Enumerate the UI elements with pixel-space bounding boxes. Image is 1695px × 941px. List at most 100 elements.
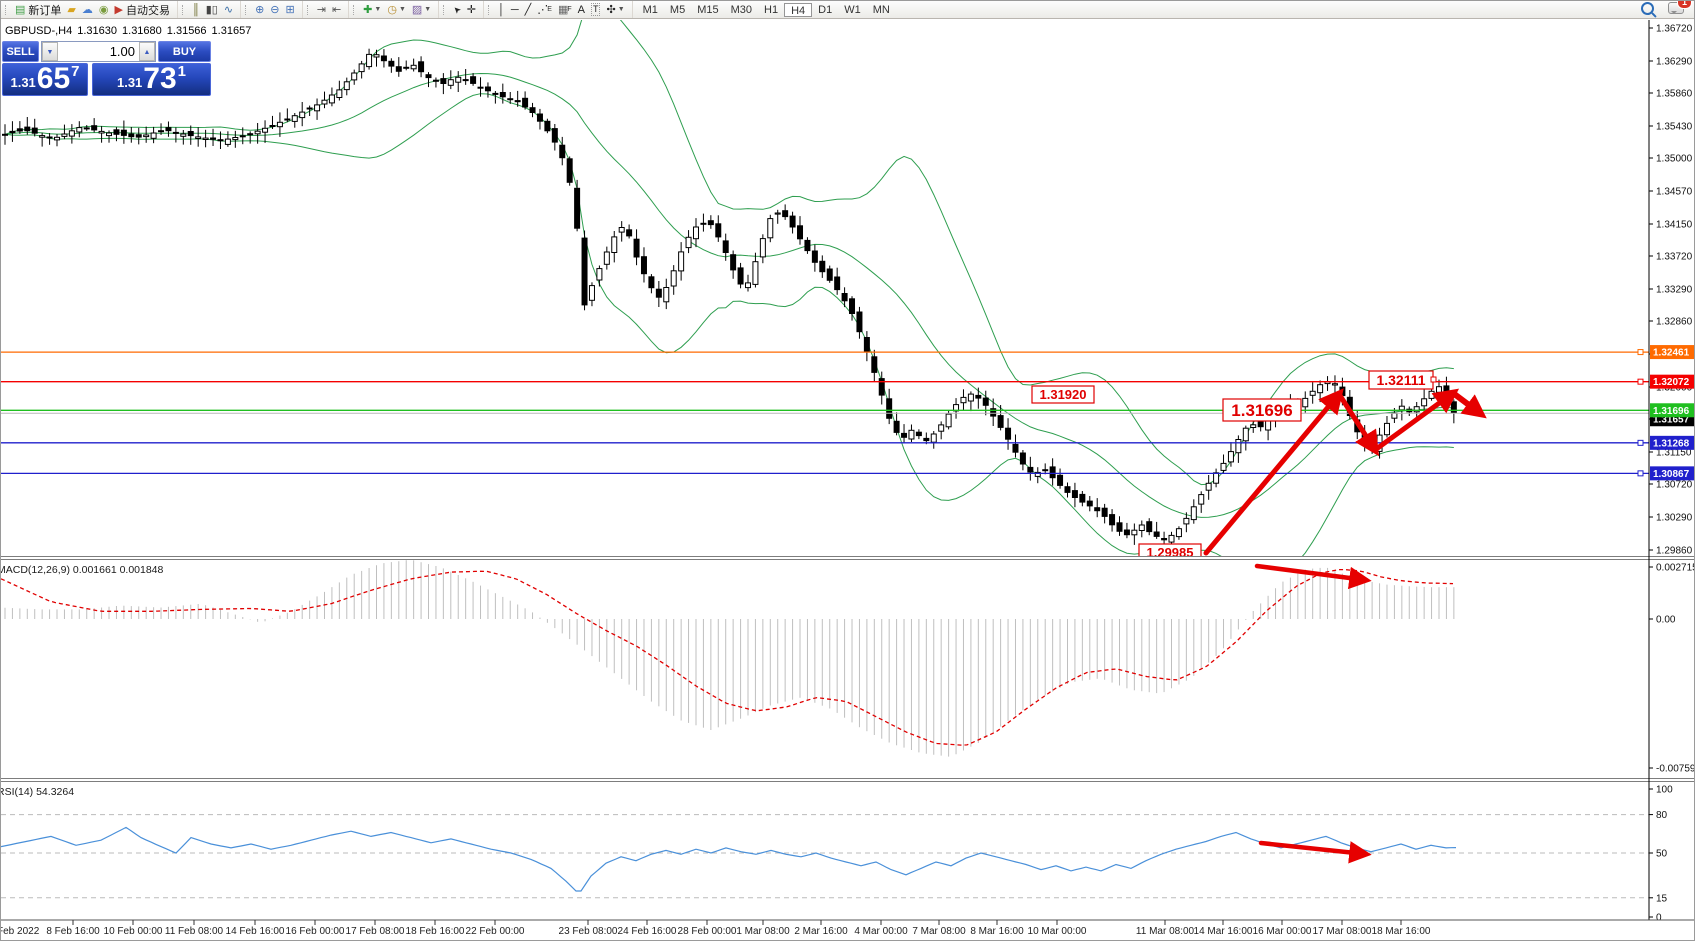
timeframe-h1-button[interactable]: H1 <box>764 3 779 16</box>
line-handle[interactable] <box>1637 378 1644 385</box>
trend-annotation-arrows[interactable] <box>1203 388 1487 556</box>
auto-scroll-button[interactable]: ⇥ <box>314 2 329 18</box>
trend-arrow-up-1[interactable] <box>1203 388 1344 556</box>
date-label: 8 Mar 16:00 <box>970 926 1024 937</box>
chart-shift-button[interactable]: ⇤ <box>329 2 344 18</box>
price-label-131920[interactable]: 1.31920 <box>1031 385 1095 404</box>
rsi-arrow[interactable] <box>1258 840 1372 864</box>
gold-button[interactable]: ▰ <box>64 2 78 18</box>
group-drag-handle[interactable] <box>5 4 9 15</box>
gold-icon: ▰ <box>67 3 76 16</box>
trend-arrow-down-1[interactable] <box>1336 391 1380 457</box>
arrows-button[interactable]: ✣ ▼ <box>603 2 627 18</box>
trend-arrow-up-2[interactable] <box>1372 388 1460 453</box>
date-label: 14 Mar 16:00 <box>1194 926 1253 937</box>
group-drag-handle[interactable] <box>181 4 186 15</box>
price-label-129985[interactable]: 1.29985 <box>1138 543 1202 561</box>
date-label: 14 Feb 16:00 <box>226 926 285 937</box>
chat-button[interactable]: 1 <box>1668 1 1692 17</box>
date-label: 11 Feb 08:00 <box>165 926 224 937</box>
zoom-in-button[interactable]: ⊕ <box>252 2 267 18</box>
volume-input[interactable]: 1.00 <box>109 44 135 59</box>
group-drag-handle[interactable] <box>353 4 357 15</box>
timeframe-m30-button[interactable]: M30 <box>730 3 753 16</box>
timeframe-d1-button[interactable]: D1 <box>818 3 833 16</box>
macd-signal-line <box>1 568 1454 746</box>
timeframe-m1-button[interactable]: M1 <box>642 3 658 16</box>
timeframe-m15-button[interactable]: M15 <box>697 3 719 16</box>
cursor-button[interactable]: ➤ <box>450 2 464 18</box>
new-order-button-label: 新订单 <box>28 4 62 17</box>
tile-windows-button[interactable]: ⊞ <box>283 2 298 18</box>
price-label-131696[interactable]: 1.31696 <box>1222 398 1302 422</box>
group-drag-handle[interactable] <box>443 4 447 15</box>
fibonacci-button[interactable]: ⋰ E <box>534 2 555 18</box>
line-chart-button[interactable]: ∿ <box>221 2 236 18</box>
sell-price-box[interactable]: 1.31 65 7 <box>2 63 88 96</box>
buy-price-box[interactable]: 1.31 73 1 <box>92 63 211 96</box>
group-drag-handle[interactable] <box>245 4 249 15</box>
line-handle[interactable] <box>1637 349 1644 356</box>
date-label: 18 Feb 16:00 <box>406 926 465 937</box>
timeframe-w1-button[interactable]: W1 <box>844 3 861 16</box>
chevron-down-icon[interactable]: ▼ <box>617 6 625 13</box>
text-button[interactable]: A <box>575 2 588 18</box>
signals-button[interactable]: ◉ <box>96 2 112 18</box>
ohlc-low: 1.31566 <box>166 25 207 37</box>
price-tick: 1.34150 <box>1656 220 1693 231</box>
trend-arrow-forecast[interactable] <box>1450 390 1487 419</box>
svg-text:1.30867: 1.30867 <box>1653 469 1690 480</box>
bar-chart-button[interactable]: ║ <box>189 2 203 18</box>
market-button[interactable]: ☁ <box>79 2 96 18</box>
volume-increase-button[interactable]: ▲ <box>139 42 155 61</box>
line-handle[interactable] <box>1637 439 1644 446</box>
candlestick-chart-button[interactable]: ▮▯ <box>203 2 221 18</box>
chevron-down-icon[interactable]: ▼ <box>374 6 382 13</box>
macd-tick: 0.002715 <box>1656 563 1695 574</box>
date-axis[interactable]: Feb 2022 8 Feb 16:00 10 Feb 00:00 11 Feb 08… <box>1 920 1431 937</box>
chart-background[interactable] <box>1 19 1695 941</box>
indicators-button[interactable]: ✚ ▼ <box>360 2 384 18</box>
date-label: 16 Feb 00:00 <box>286 926 345 937</box>
volume-decrease-button[interactable]: ▼ <box>42 42 58 61</box>
horizontal-line-button[interactable]: ─ <box>508 2 522 18</box>
timeframe-m5-button[interactable]: M5 <box>669 3 686 16</box>
price-scale[interactable]: 1.36720 1.36290 1.35860 1.35430 1.35000 1.345… <box>1649 20 1695 924</box>
templates-button[interactable]: ▨ ▼ <box>409 2 434 18</box>
group-drag-handle[interactable] <box>487 4 492 15</box>
template-icon: ▨ <box>411 3 423 16</box>
notification-badge: 1 <box>1677 1 1692 9</box>
label-anchor-handle[interactable] <box>1430 376 1437 383</box>
autotrading-button[interactable]: ▶ 自动交易 <box>111 2 172 18</box>
chart-shift-icon: ⇤ <box>331 3 342 16</box>
crosshair-button[interactable]: ✛ <box>464 2 479 18</box>
macd-arrow[interactable] <box>1254 563 1372 590</box>
symbol-period: GBPUSD-,H4 <box>5 25 73 37</box>
vertical-line-button[interactable]: │ <box>495 2 508 18</box>
sell-button[interactable]: SELL <box>2 41 39 62</box>
buy-button[interactable]: BUY <box>158 41 211 62</box>
price-tick: 1.33290 <box>1656 285 1693 296</box>
new-order-button[interactable]: ▤ 新订单 <box>12 2 64 18</box>
date-label: 16 Mar 00:00 <box>1253 926 1312 937</box>
zoom-out-button[interactable]: ⊖ <box>267 2 282 18</box>
svg-text:1.31268: 1.31268 <box>1653 438 1690 449</box>
group-drag-handle[interactable] <box>306 4 311 15</box>
svg-text:1.32461: 1.32461 <box>1653 348 1690 359</box>
search-button[interactable] <box>1641 1 1654 18</box>
periods-button[interactable]: ◷ ▼ <box>384 2 409 18</box>
signals-icon: ◉ <box>98 3 109 16</box>
line-handle[interactable] <box>1637 470 1644 477</box>
channels-button[interactable]: ▦ F <box>555 2 575 18</box>
chevron-down-icon[interactable]: ▼ <box>424 6 432 13</box>
text-label-button[interactable]: T <box>588 2 604 18</box>
date-label: 4 Mar 00:00 <box>854 926 908 937</box>
price-label-132111[interactable]: 1.32111 <box>1368 370 1434 390</box>
timeframe-h4-button[interactable]: H4 <box>784 2 813 17</box>
timeframe-mn-button[interactable]: MN <box>872 3 890 16</box>
trendline-button[interactable]: ╱ <box>522 2 535 18</box>
date-label: 23 Feb 08:00 <box>559 926 618 937</box>
chevron-down-icon[interactable]: ▼ <box>398 6 406 13</box>
